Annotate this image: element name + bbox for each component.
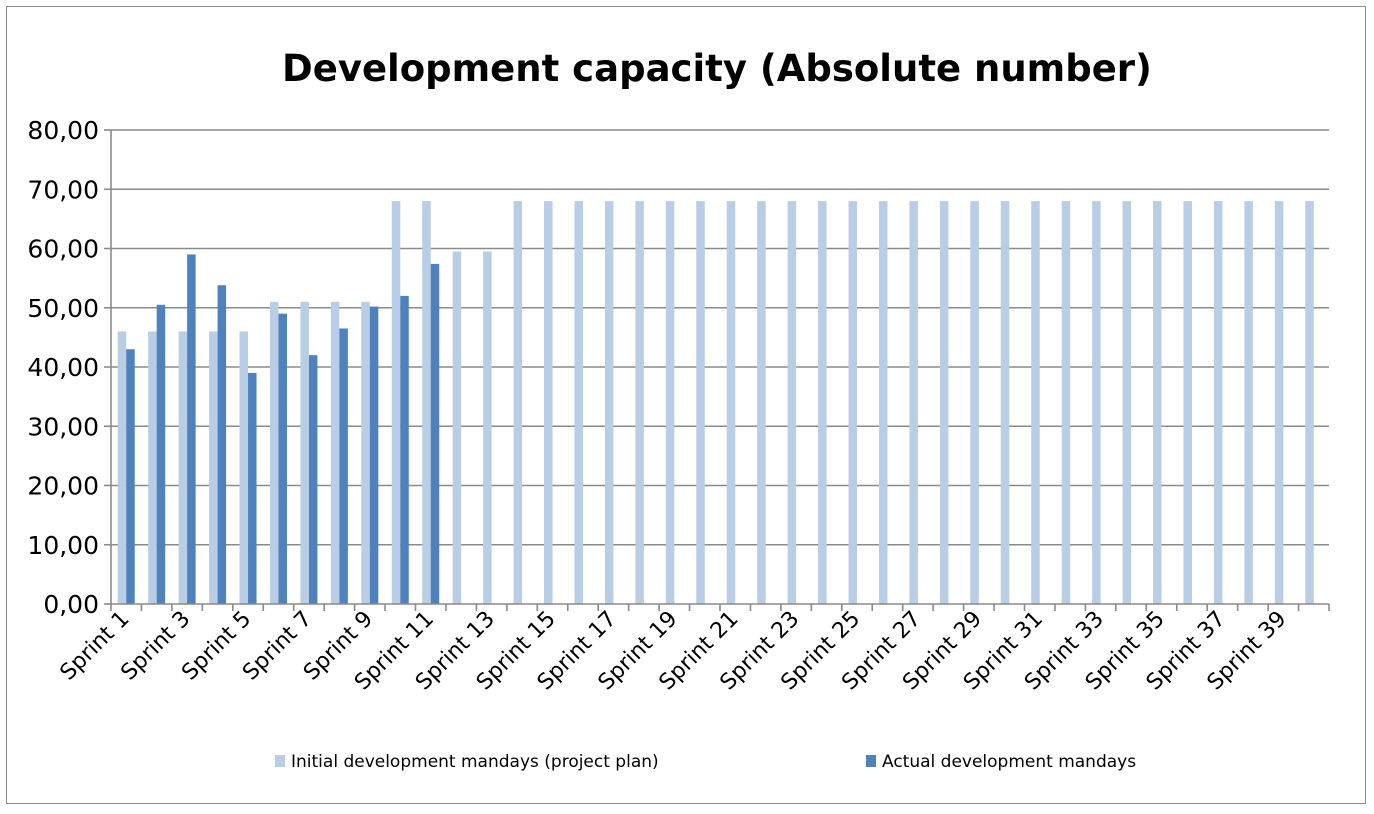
bar-initial — [452, 251, 462, 604]
bar-initial — [1244, 201, 1253, 604]
bar-initial — [117, 331, 127, 604]
bar-initial — [939, 201, 949, 604]
bar-initial — [1031, 201, 1040, 604]
bar-initial — [1153, 201, 1162, 604]
bar-initial — [209, 331, 218, 604]
y-tick-label: 80,00 — [27, 116, 99, 145]
y-tick-label: 70,00 — [27, 175, 99, 204]
y-tick-label: 60,00 — [27, 235, 99, 264]
bar-actual — [217, 285, 227, 604]
y-axis-ticks: 0,00 10,00 20,00 30,00 40,00 50,00 60,00 70,00 8… — [27, 116, 99, 619]
bar-initial — [1305, 201, 1314, 604]
bar-actual — [126, 349, 135, 604]
bar-initial — [269, 301, 279, 604]
legend: Initial development mandays (project pla… — [275, 752, 1136, 772]
bar-initial — [1000, 201, 1010, 604]
bar-actual — [339, 328, 348, 604]
y-tick-label: 0,00 — [43, 590, 99, 619]
bar-initial — [483, 251, 492, 604]
bar-initial — [878, 201, 888, 604]
bar-actual — [430, 263, 440, 604]
bar-actual — [248, 372, 257, 604]
bar-initial — [1092, 201, 1101, 604]
bar-initial — [665, 201, 675, 604]
chart-canvas: Development capacity (Absolute number) 0… — [27, 47, 1330, 772]
bar-initial — [1122, 201, 1132, 604]
bar-initial — [391, 201, 401, 604]
y-tick-label: 30,00 — [27, 412, 99, 441]
bar-initial — [239, 331, 249, 604]
bar-initial — [696, 201, 705, 604]
legend-swatch — [275, 755, 285, 767]
bar-initial — [818, 201, 827, 604]
bar-actual — [369, 306, 379, 604]
bar-initial — [848, 201, 858, 604]
bar-initial — [635, 201, 644, 604]
bar-initial — [544, 201, 553, 604]
bar-initial — [1213, 201, 1223, 604]
bar-initial — [726, 201, 736, 604]
bar-initial — [574, 201, 583, 604]
bar-initial — [422, 201, 431, 604]
bar-initial — [787, 201, 797, 604]
bar-initial — [604, 201, 614, 604]
bar-initial — [757, 201, 766, 604]
axes — [104, 129, 1330, 611]
y-tick-label: 40,00 — [27, 353, 99, 382]
bar-initial — [178, 331, 188, 604]
chart-frame: Development capacity (Absolute number) 0… — [6, 6, 1366, 804]
legend-label: Initial development mandays (project pla… — [291, 752, 659, 772]
legend-swatch — [866, 755, 876, 767]
bar-initial — [330, 301, 340, 604]
chart-title: Development capacity (Absolute number) — [282, 47, 1152, 90]
bar-initial — [148, 331, 157, 604]
y-tick-label: 50,00 — [27, 294, 99, 323]
y-tick-label: 10,00 — [27, 531, 99, 560]
legend-label: Actual development mandays — [882, 752, 1136, 772]
bar-initial — [513, 201, 523, 604]
bar-initial — [1061, 201, 1071, 604]
bar-actual — [278, 313, 287, 604]
bar-initial — [1183, 201, 1192, 604]
y-tick-label: 20,00 — [27, 472, 99, 501]
gridlines — [111, 129, 1329, 546]
bars — [117, 201, 1314, 605]
bar-actual — [187, 254, 196, 605]
bar-actual — [156, 304, 166, 604]
bar-actual — [308, 355, 318, 604]
bar-initial — [909, 201, 918, 604]
bar-initial — [1274, 201, 1284, 604]
bar-actual — [400, 295, 409, 604]
bar-initial — [300, 301, 309, 604]
bar-initial — [361, 301, 370, 604]
bar-initial — [970, 201, 979, 604]
